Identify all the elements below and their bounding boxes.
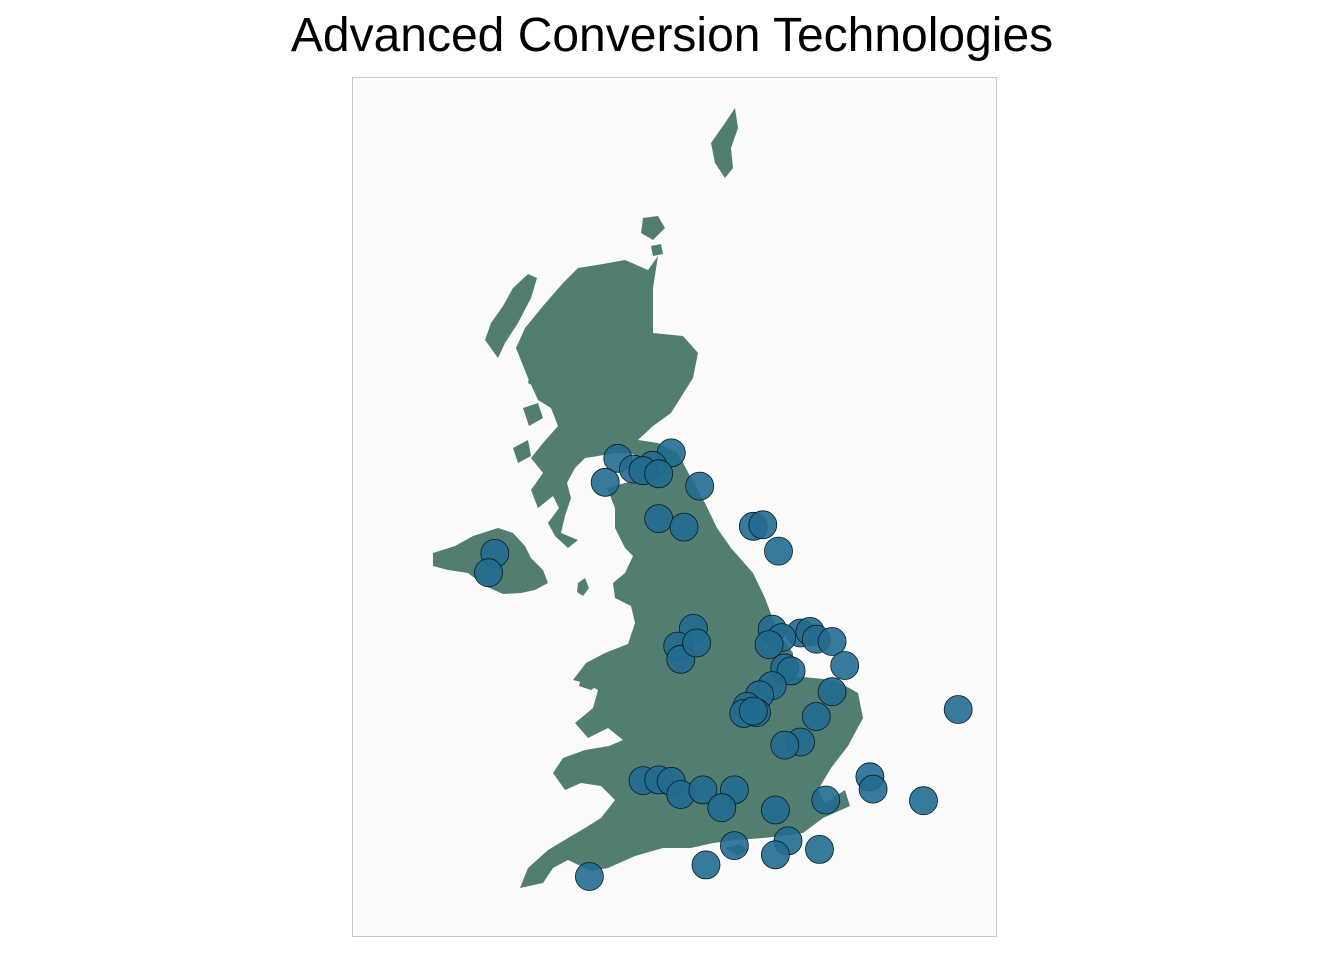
site-marker-54	[805, 835, 834, 864]
site-marker-45	[688, 775, 718, 805]
site-marker-38	[801, 702, 831, 731]
site-marker-21	[817, 627, 847, 656]
map-title: Advanced Conversion Technologies	[290, 9, 1054, 62]
site-marker-32	[817, 677, 847, 707]
site-marker-58	[574, 862, 604, 891]
site-marker-15	[474, 558, 503, 588]
inner-hebrides-shape	[513, 360, 553, 463]
site-markers	[474, 438, 973, 891]
shetland-shape	[711, 108, 738, 178]
site-marker-12	[748, 510, 778, 540]
site-marker-52	[760, 795, 790, 825]
great-britain-shape	[516, 256, 863, 888]
site-marker-7	[590, 467, 620, 497]
site-marker-48	[858, 774, 888, 804]
outer-hebrides-shape	[485, 274, 537, 358]
site-marker-10	[669, 512, 699, 542]
anglesey-shape	[579, 672, 603, 690]
map-panel	[352, 77, 997, 937]
landmass	[433, 108, 863, 888]
site-marker-27	[830, 651, 860, 680]
site-marker-57	[691, 850, 721, 880]
site-marker-9	[644, 504, 674, 534]
site-marker-6	[644, 459, 674, 489]
site-marker-26	[682, 628, 712, 658]
site-marker-40	[770, 730, 800, 760]
site-marker-33	[943, 695, 973, 724]
site-marker-56	[760, 840, 790, 870]
site-marker-51	[707, 793, 737, 823]
site-marker-13	[764, 536, 793, 566]
uk-map	[353, 78, 996, 936]
site-marker-55	[719, 831, 749, 860]
site-marker-37	[738, 696, 768, 726]
site-marker-49	[909, 786, 938, 816]
site-marker-50	[811, 785, 841, 815]
isle-of-man-shape	[577, 578, 589, 596]
site-marker-8	[685, 471, 715, 501]
orkney-shape	[641, 216, 665, 256]
site-marker-23	[754, 630, 784, 659]
